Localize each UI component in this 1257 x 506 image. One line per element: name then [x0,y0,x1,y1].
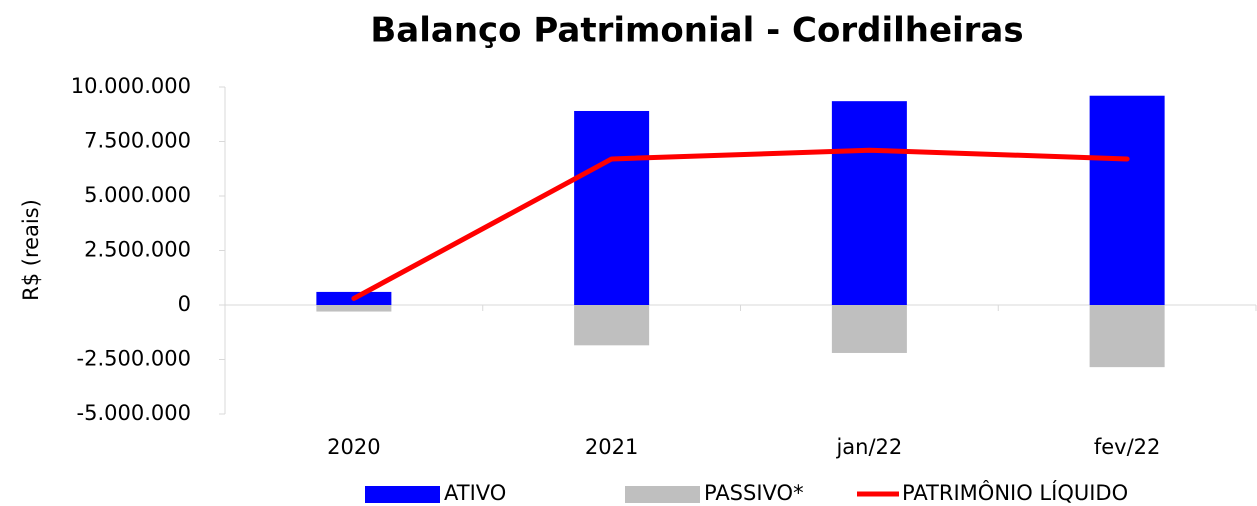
x-tick-label: jan/22 [835,435,902,459]
bar [574,110,650,305]
bar [831,305,907,353]
y-tick-label: 2.500.000 [84,238,191,262]
y-tick-label: -2.500.000 [77,347,191,371]
y-tick-label: 0 [178,292,191,316]
x-tick-label: 2021 [585,435,638,459]
chart-title: Balanço Patrimonial - Cordilheiras [370,11,1023,51]
x-tick-label: 2020 [327,435,380,459]
y-tick-label: 7.500.000 [84,129,191,153]
legend-label: ATIVO [444,481,506,505]
x-tick-label: fev/22 [1094,435,1161,459]
bar [1089,95,1165,305]
bar [316,305,392,312]
line [351,147,1130,301]
y-tick-label: 5.000.000 [84,183,191,207]
legend-swatch [365,486,440,503]
bar [1089,305,1165,368]
legend-swatch [625,486,700,503]
y-tick-label: 10.000.000 [71,74,191,98]
bar [831,101,907,305]
y-axis-label: R$ (reais) [19,199,43,301]
y-tick-label: -5.000.000 [77,401,191,425]
bar [574,305,650,346]
legend-label: PATRIMÔNIO LÍQUIDO [902,480,1128,505]
legend-label: PASSIVO* [704,481,804,505]
